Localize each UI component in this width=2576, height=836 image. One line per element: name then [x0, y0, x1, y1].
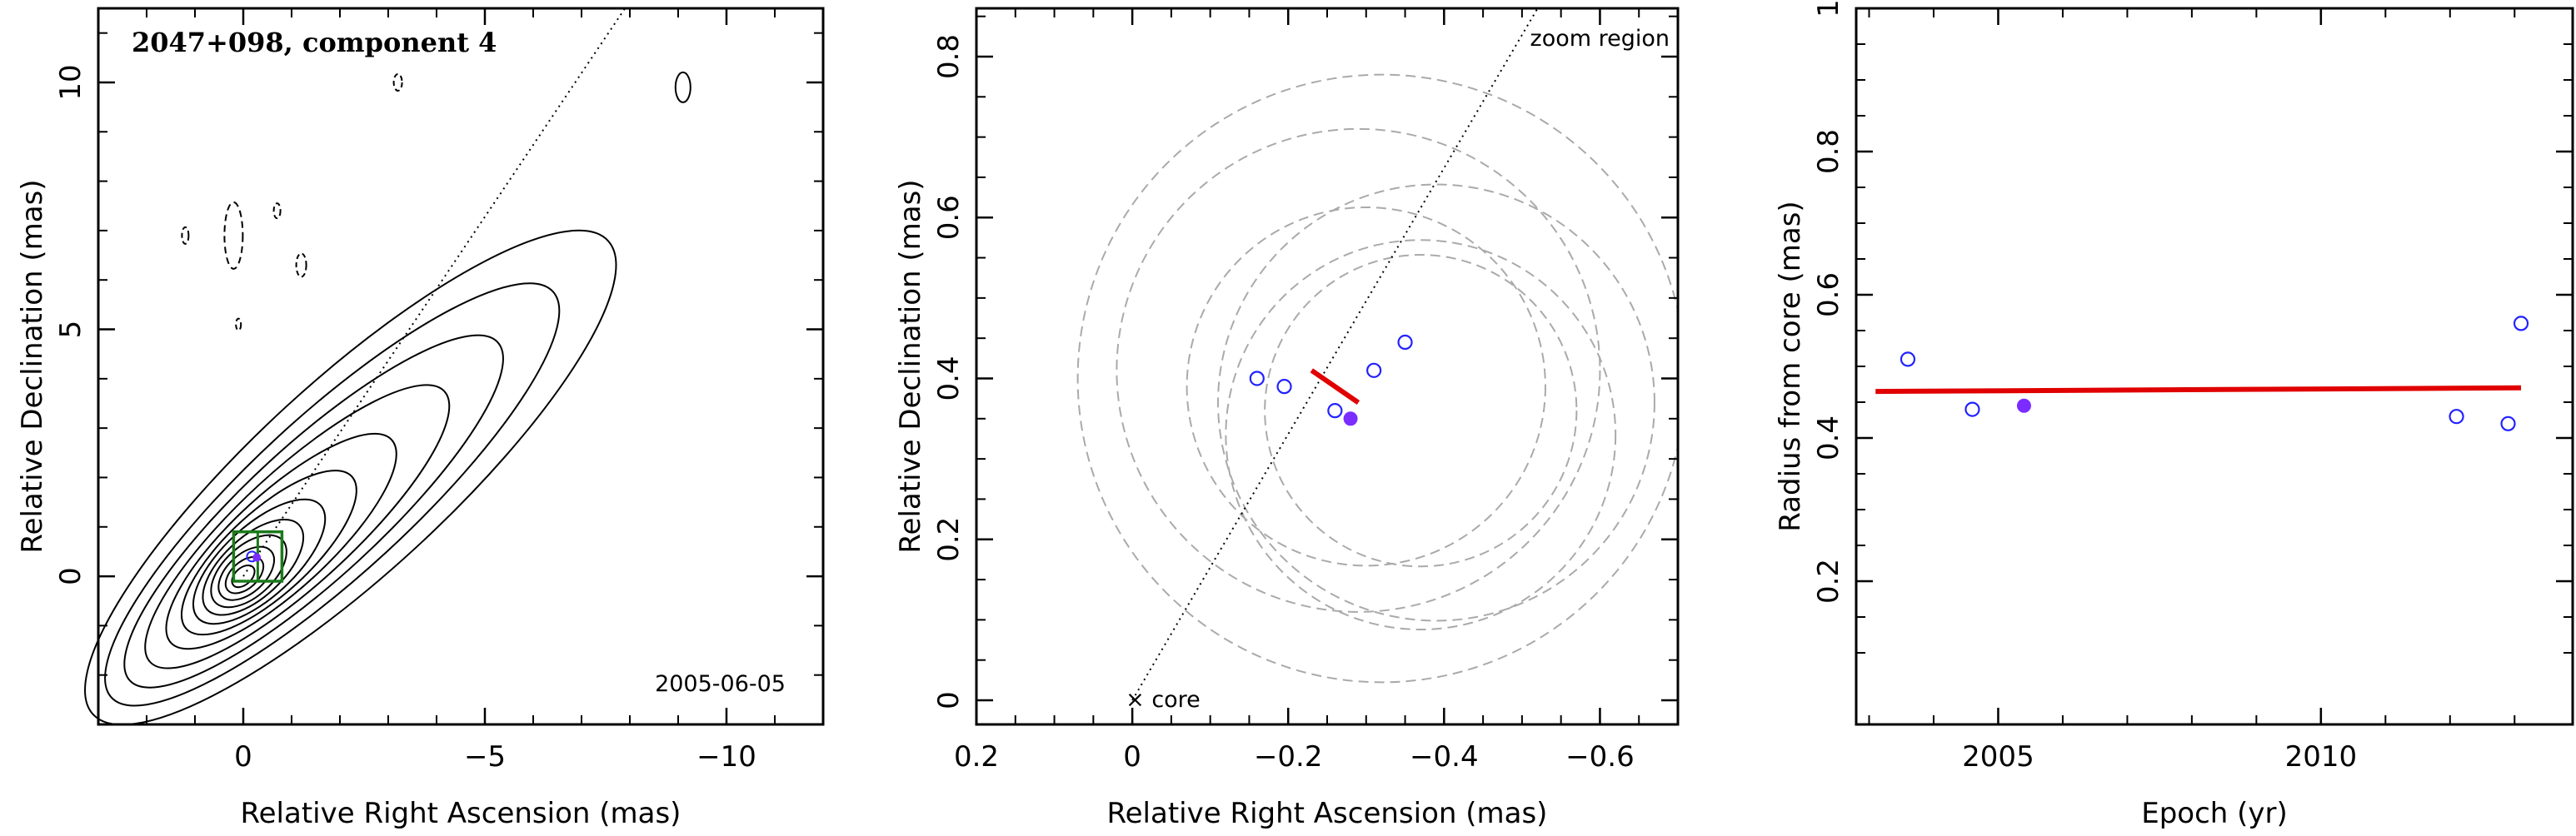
open-point: [1327, 403, 1343, 419]
tick-labels: 2005 2010 0.2 0.4 0.6 0.8 1: [1812, 0, 2357, 774]
panel-title: 2047+098, component 4: [132, 27, 497, 58]
velocity-vector: [1310, 368, 1360, 405]
y-tick-label: 5: [54, 321, 87, 339]
jet-direction-line: [242, 7, 627, 577]
y-tick-label: 0: [54, 567, 87, 585]
plot-frame: [975, 7, 1680, 726]
plot-frame: [97, 7, 825, 726]
jet-direction-line: [242, 7, 627, 577]
fit-line: [1875, 385, 2522, 395]
axis-ticks: [975, 8, 1679, 724]
tick-labels: 0 −5 −10 0 5 10: [54, 64, 756, 774]
y-tick-label: 0.4: [1812, 416, 1845, 460]
isolated-contour: [272, 202, 282, 220]
component-ellipse: [1186, 206, 1546, 567]
x-axis-label: Relative Right Ascension (mas): [241, 797, 681, 830]
x-tick-label: −5: [464, 740, 506, 774]
y-axis-label: Radius from core (mas): [1774, 201, 1807, 531]
x-tick-label: −0.4: [1410, 740, 1479, 774]
y-axis-label: Relative Declination (mas): [16, 179, 49, 553]
contour-level: [144, 384, 451, 669]
isolated-contour: [295, 252, 307, 278]
panel-contour-map: 0 −5 −10 0 5 10 2047+098, component 4 2005-06…: [16, 7, 825, 830]
open-point: [1276, 379, 1292, 395]
y-tick-label: 0.6: [932, 195, 966, 240]
filled-point: [1343, 411, 1358, 426]
y-tick-label: 0.8: [932, 34, 966, 79]
isolated-contour: [223, 201, 244, 270]
open-point: [1397, 334, 1413, 351]
x-tick-label: 0.2: [954, 740, 999, 774]
zoom-region-label: zoom region: [1530, 26, 1670, 52]
contour-level: [224, 555, 265, 595]
isolated-contour: [235, 317, 242, 331]
fit-line: [1875, 385, 2522, 395]
open-point: [2513, 316, 2529, 331]
panel-radius-vs-epoch: 2005 2010 0.2 0.4 0.6 0.8 1 Epoch (yr) Radius …: [1774, 0, 2574, 830]
isolated-contour: [392, 72, 403, 92]
open-point: [1900, 351, 1916, 367]
contour-level: [165, 432, 397, 650]
x-axis-label: Relative Right Ascension (mas): [1107, 797, 1548, 830]
plot-frame: [1855, 7, 2574, 726]
component-ellipse: [1076, 73, 1678, 684]
y-tick-label: 0: [932, 691, 966, 709]
panel-zoom-region: 0.2 0 −0.2 −0.4 −0.6 0 0.2 0.4 0.6 0.8 zoom regio…: [894, 7, 1680, 830]
x-tick-label: 2005: [1962, 740, 2034, 774]
epoch-annotation: 2005-06-05: [655, 671, 786, 697]
filled-point: [2016, 398, 2031, 413]
x-tick-label: −0.6: [1565, 740, 1635, 774]
tick-labels: 0.2 0 −0.2 −0.4 −0.6 0 0.2 0.4 0.6 0.8: [932, 34, 1635, 774]
x-tick-label: −0.2: [1254, 740, 1323, 774]
y-tick-label: 0.4: [932, 356, 966, 401]
open-point: [1366, 362, 1382, 378]
contour-level: [84, 229, 617, 726]
x-tick-label: 2010: [2285, 740, 2358, 774]
component-ellipses: [1076, 73, 1678, 684]
component-ellipse: [1116, 127, 1601, 613]
core-label: × core: [1126, 687, 1201, 713]
open-point: [2500, 416, 2516, 431]
contour-map: [84, 71, 691, 726]
isolated-contour: [674, 71, 691, 103]
y-tick-label: 10: [54, 64, 87, 100]
zoom-region-box: [232, 530, 284, 583]
open-point: [1964, 401, 1980, 417]
component-marker-filled: [252, 553, 262, 562]
x-tick-label: 0: [234, 740, 252, 774]
y-axis-label: Relative Declination (mas): [894, 179, 927, 553]
y-tick-label: 0.2: [932, 517, 966, 562]
y-tick-label: 0.2: [1812, 559, 1845, 604]
axis-ticks: [97, 8, 824, 725]
component-positions: [1249, 334, 1413, 426]
contour-level: [217, 545, 275, 601]
contour-level: [104, 282, 561, 707]
x-axis-label: Epoch (yr): [2141, 797, 2288, 830]
component-ellipse: [1225, 239, 1617, 631]
y-tick-label: 1: [1812, 0, 1845, 17]
x-tick-label: 0: [1123, 740, 1141, 774]
component-ellipse: [1217, 183, 1655, 622]
contour-level: [180, 470, 357, 636]
contour-level: [210, 534, 287, 609]
axis-ticks: [1856, 7, 2573, 724]
y-tick-label: 0.6: [1812, 272, 1845, 317]
component-ellipse: [1264, 254, 1578, 568]
open-point: [1249, 371, 1265, 386]
velocity-vector-line: [1310, 368, 1360, 405]
radius-points: [1900, 316, 2529, 431]
y-tick-label: 0.8: [1812, 129, 1845, 174]
isolated-contour: [181, 226, 190, 245]
contour-level: [123, 334, 504, 689]
x-tick-label: −10: [696, 740, 756, 774]
open-point: [2449, 409, 2464, 425]
